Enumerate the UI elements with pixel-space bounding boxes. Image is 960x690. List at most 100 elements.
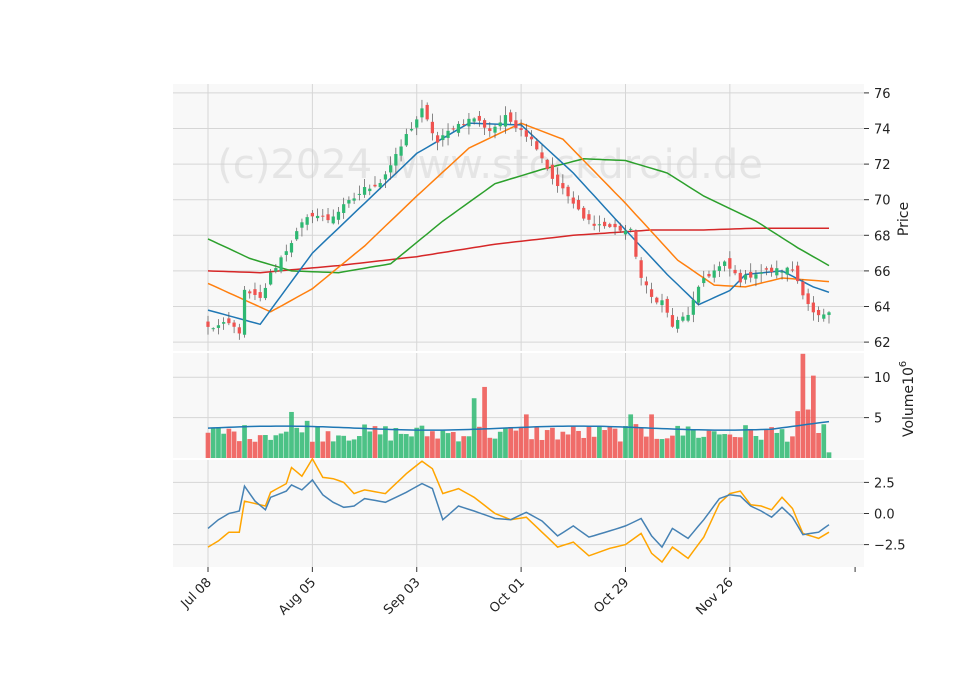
volume-y-ticks: 5 10: [864, 371, 891, 427]
oscillator-y-tick-label: −2.5: [874, 539, 906, 554]
volume-bar: [529, 439, 534, 458]
moving-average-line-ma-long: [207, 158, 830, 274]
price-y-ticks: 62 64 66 68 70 72 74 76: [864, 87, 891, 351]
volume-bar: [576, 430, 581, 458]
oscillator-y-ticks: 2.5 0.0 −2.5: [864, 476, 906, 554]
candle-body: [467, 118, 471, 127]
candle-body: [691, 299, 695, 315]
volume-bar: [659, 439, 665, 458]
volume-bar: [534, 427, 540, 458]
candle-body: [357, 193, 361, 195]
oscillator-lines: [207, 457, 830, 564]
candle-body: [775, 268, 779, 276]
price-panel: (c)2024 www.stockdroid.de 62 64 66 68 70 72 74…: [173, 84, 912, 351]
candle-body: [670, 315, 675, 327]
candle-body: [227, 318, 231, 324]
volume-bar: [664, 438, 670, 458]
volume-bar: [550, 427, 555, 458]
volume-bar: [711, 431, 717, 458]
candle-body: [827, 312, 831, 315]
volume-bar: [471, 398, 477, 458]
candle-body: [216, 325, 221, 328]
volume-bar: [523, 414, 529, 458]
volume-axis-label-text: Volume: [901, 385, 917, 437]
candle-body: [399, 146, 403, 156]
candle-body: [451, 128, 455, 130]
volume-bar: [706, 430, 712, 458]
volume-bar: [398, 433, 404, 458]
price-y-tick-label: 68: [874, 229, 891, 244]
oscillator-line-osc-b: [207, 457, 830, 564]
candle-body: [535, 141, 539, 150]
volume-bar: [758, 439, 764, 458]
volume-bar: [597, 425, 602, 458]
volume-bar: [570, 426, 576, 458]
volume-bar: [466, 436, 472, 458]
candle-body: [618, 225, 622, 231]
volume-bar: [769, 427, 774, 458]
candle-body: [362, 187, 367, 195]
volume-bar: [450, 432, 456, 458]
volume-bar: [539, 439, 545, 458]
volume-bar: [278, 433, 284, 458]
candle-body: [790, 269, 795, 271]
candle-body: [796, 265, 800, 282]
candle-body: [222, 322, 226, 324]
candle-body: [404, 134, 408, 146]
candle-body: [597, 224, 602, 226]
volume-bar: [821, 424, 827, 458]
volume-bar: [424, 436, 430, 458]
candle-body: [305, 217, 309, 225]
volume-bar: [722, 434, 727, 458]
candle-body: [655, 297, 659, 303]
price-y-tick-label: 64: [874, 301, 891, 316]
volume-bar: [737, 437, 743, 458]
price-y-tick-label: 74: [874, 123, 891, 138]
candle-body: [289, 243, 294, 253]
candle-body: [430, 121, 435, 134]
candle-body: [263, 287, 268, 299]
candle-body: [801, 281, 805, 296]
volume-bar: [544, 430, 550, 458]
oscillator-line-osc-a: [207, 478, 830, 549]
price-y-tick-label: 62: [874, 336, 891, 351]
volume-bar: [795, 411, 801, 458]
volume-axis-exponent: 6: [898, 361, 909, 367]
candle-body: [587, 214, 591, 220]
candle-body: [571, 197, 575, 204]
candle-body: [415, 119, 419, 128]
candle-body: [566, 186, 570, 197]
volume-bar: [701, 436, 707, 458]
x-tick-label: Jul 08: [178, 575, 215, 612]
candle-body: [477, 115, 481, 121]
oscillator-y-tick-label: 2.5: [874, 476, 895, 491]
candle-body: [660, 300, 664, 306]
volume-bar: [607, 426, 613, 458]
volume-bar: [445, 433, 451, 458]
volume-bar: [336, 435, 341, 458]
oscillator-y-tick-label: 0.0: [874, 508, 895, 523]
candle-body: [446, 130, 450, 138]
volume-bar: [461, 436, 467, 458]
volume-bar: [263, 435, 268, 458]
candle-body: [629, 228, 633, 230]
candle-body: [644, 281, 648, 286]
candle-body: [472, 118, 476, 122]
volume-bar: [456, 441, 461, 458]
volume-bars: [205, 353, 832, 458]
volume-bar: [826, 452, 832, 458]
candle-body: [326, 214, 330, 221]
candle-body: [602, 221, 607, 227]
x-tick-label: Nov 26: [694, 575, 737, 618]
volume-bar: [649, 414, 654, 458]
candle-body: [702, 278, 706, 284]
volume-bar: [325, 431, 331, 458]
candle-body: [806, 293, 810, 305]
volume-bar: [231, 431, 237, 458]
volume-axis-label: Volume 10 6: [898, 361, 917, 437]
candle-body: [409, 129, 414, 131]
volume-bar: [226, 428, 232, 458]
candle-body: [509, 112, 513, 122]
candle-body: [310, 212, 314, 217]
candle-body: [816, 309, 821, 316]
